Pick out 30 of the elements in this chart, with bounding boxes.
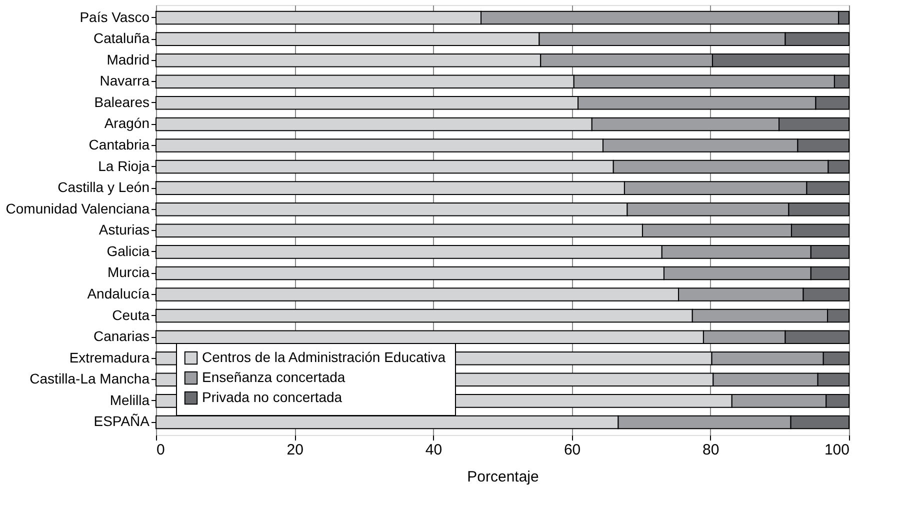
- y-tick-label: La Rioja: [98, 158, 150, 174]
- y-tick-label: País Vasco: [80, 8, 150, 25]
- x-axis-title: Porcentaje: [467, 468, 539, 486]
- x-tick-label: 100: [824, 442, 850, 458]
- x-tick-label: 40: [425, 442, 442, 458]
- y-tick-label: Murcia: [107, 264, 150, 280]
- y-tick-label: Aragón: [104, 115, 150, 132]
- y-tick-label: Navarra: [100, 72, 150, 89]
- y-tick-label: Extremadura: [69, 349, 150, 366]
- y-tick-label: ESPAÑA: [94, 413, 150, 430]
- x-tick-label: 0: [156, 442, 165, 458]
- x-tick-label: 20: [286, 442, 304, 458]
- y-tick-label: Galicia: [106, 242, 150, 259]
- legend-label: Privada no concertada: [202, 389, 342, 405]
- y-tick-label: Castilla-La Mancha: [30, 370, 150, 387]
- y-tick-label: Castilla y León: [58, 179, 150, 196]
- x-tick-label: 80: [702, 442, 720, 458]
- legend-label: Centros de la Administración Educativa: [202, 349, 446, 365]
- y-tick-label: Asturias: [98, 222, 150, 238]
- y-tick-label: Comunidad Valenciana: [6, 200, 150, 216]
- y-tick-label: Cantabria: [88, 136, 150, 152]
- y-tick-label: Cataluña: [93, 30, 150, 46]
- y-tick-label: Baleares: [94, 94, 150, 110]
- legend-label: Enseñanza concertada: [202, 369, 346, 385]
- y-tick-label: Melilla: [110, 392, 150, 408]
- x-tick-label: 60: [564, 442, 581, 458]
- y-tick-label: Ceuta: [112, 306, 150, 323]
- y-tick-label: Madrid: [106, 51, 150, 68]
- y-tick-label: Canarias: [93, 328, 150, 344]
- y-tick-label: Andalucía: [87, 286, 150, 302]
